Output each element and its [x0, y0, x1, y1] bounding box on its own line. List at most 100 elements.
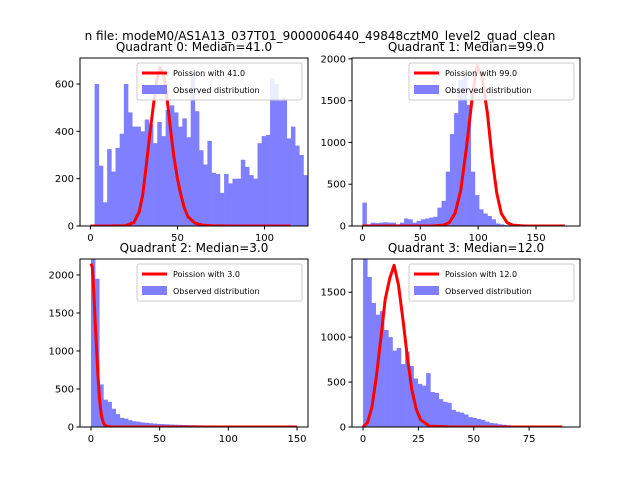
histogram-bar	[144, 119, 150, 226]
histogram-bar	[424, 218, 430, 226]
histogram-bar	[470, 171, 476, 226]
panel-title: Quadrant 2: Median=3.0	[120, 241, 269, 255]
histogram-bar	[90, 259, 96, 427]
histogram-bar	[211, 172, 217, 226]
histogram-bar	[111, 408, 117, 427]
x-tick-label: 150	[526, 233, 545, 244]
legend-bar-swatch	[142, 286, 167, 295]
histogram-bar	[203, 164, 208, 226]
x-tick-label: 0	[360, 434, 366, 445]
x-tick-label: 50	[153, 434, 166, 445]
x-tick-label: 50	[171, 233, 184, 244]
legend-label-observed: Observed distribution	[173, 287, 260, 296]
legend: Poission with 99.0 Observed distribution	[408, 62, 575, 101]
histogram-bar	[430, 391, 435, 427]
histogram-bar	[447, 402, 452, 427]
x-tick-label: 25	[412, 434, 425, 445]
y-tick-label: 0	[340, 222, 346, 233]
histogram-bar	[240, 159, 246, 226]
legend-label-poisson: Poission with 3.0	[173, 270, 240, 279]
histogram-bar	[270, 79, 275, 226]
y-tick-label: 1000	[321, 138, 346, 149]
histogram-bar	[438, 399, 444, 427]
histogram-bar	[290, 126, 296, 226]
legend-box	[136, 263, 303, 302]
histogram-bar	[165, 110, 171, 226]
histogram-bar	[119, 417, 125, 427]
x-tick-label: 0	[359, 233, 365, 244]
histogram-bar	[483, 213, 488, 226]
histogram-bar	[152, 423, 158, 427]
histogram-bar	[472, 418, 477, 427]
histogram-bar	[392, 350, 398, 427]
histogram-bar	[161, 136, 166, 226]
histogram-bar	[295, 145, 300, 226]
histogram-bar	[286, 138, 292, 226]
histogram-bar	[249, 175, 254, 226]
histogram-bar	[333, 201, 337, 226]
histogram-bar	[329, 200, 333, 226]
histogram-bar	[157, 121, 162, 226]
histogram-bar	[479, 209, 484, 226]
y-tick-label: 1000	[321, 333, 346, 344]
histogram-bar	[449, 134, 455, 226]
histogram-bar	[236, 178, 242, 226]
histogram-bar	[215, 173, 221, 226]
histogram-bar	[437, 207, 442, 226]
histogram-bar	[224, 173, 229, 226]
histogram-bar	[459, 412, 465, 427]
histogram-bar	[119, 133, 125, 226]
histogram-bar	[148, 124, 154, 226]
legend-label-poisson: Poission with 41.0	[173, 69, 245, 78]
histogram-bar	[144, 422, 149, 427]
histogram-bar	[391, 222, 397, 226]
histogram-bar	[182, 118, 187, 226]
histogram-bar	[107, 149, 112, 226]
histogram-bar	[228, 183, 233, 226]
y-tick-label: 0	[68, 222, 74, 233]
histogram-bar	[244, 166, 250, 226]
legend-bar-swatch	[414, 85, 439, 94]
histogram-bar	[451, 409, 456, 427]
chart-panel-0: 0 50 100 0 200 400 600 Poission with 41.0 Observ…	[55, 40, 337, 244]
histogram-bar	[265, 134, 271, 226]
histogram-bar	[303, 175, 308, 226]
histogram-bar	[383, 222, 388, 226]
histogram-bar	[408, 219, 413, 226]
histogram-bar	[384, 329, 389, 427]
histogram-bar	[441, 200, 447, 226]
histogram-bar	[156, 423, 162, 427]
histogram-bar	[480, 419, 486, 427]
histogram-bar	[379, 222, 384, 226]
histogram-bar	[115, 147, 120, 226]
histogram-bar	[464, 414, 469, 427]
histogram-bar	[278, 100, 283, 226]
histogram-bar	[128, 112, 133, 226]
histogram-bar	[219, 192, 225, 226]
y-tick-label: 500	[55, 384, 74, 395]
histogram-bar	[153, 143, 158, 226]
histogram-bar	[111, 171, 116, 226]
histogram-bar	[476, 418, 482, 427]
plot-content	[362, 259, 566, 427]
y-tick-label: 1000	[49, 346, 74, 357]
histogram-bar	[485, 421, 490, 427]
x-tick-label: 100	[469, 233, 488, 244]
x-tick-label: 150	[287, 434, 306, 445]
histogram-bar	[445, 171, 451, 226]
histogram-bar	[412, 222, 417, 226]
y-tick-label: 500	[327, 180, 346, 191]
x-tick-label: 50	[467, 434, 480, 445]
histogram-bar	[132, 126, 137, 226]
x-tick-label: 75	[523, 434, 536, 445]
histogram-bar	[454, 113, 459, 226]
legend-label-poisson: Poission with 99.0	[445, 69, 517, 78]
histogram-bar	[426, 373, 431, 427]
histogram-bar	[399, 222, 405, 226]
histogram-bar	[499, 224, 505, 226]
poisson-curve	[362, 263, 563, 427]
legend: Poission with 41.0 Observed distribution	[136, 62, 303, 101]
histogram-bar	[434, 392, 440, 427]
histogram-bar	[316, 164, 320, 226]
